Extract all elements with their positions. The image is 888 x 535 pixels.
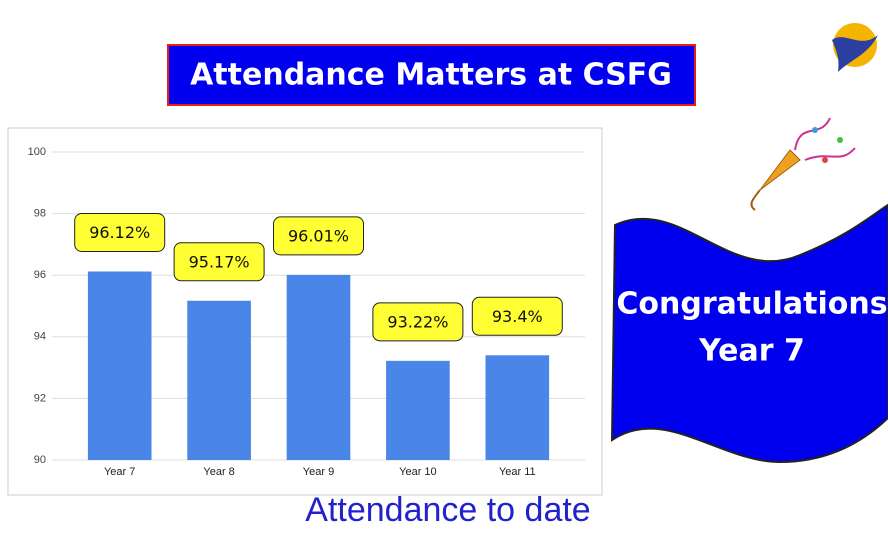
caption: Attendance to date [305, 491, 590, 529]
y-tick-label: 96 [34, 269, 46, 281]
y-tick-label: 90 [34, 454, 46, 466]
x-tick-label: Year 7 [104, 466, 135, 478]
value-label: 93.4% [492, 307, 543, 326]
bar [287, 275, 351, 460]
slide: Attendance Matters at CSFG Congratulatio… [0, 0, 888, 531]
x-tick-label: Year 11 [499, 466, 536, 478]
value-label: 96.01% [288, 226, 349, 245]
value-label: 96.12% [89, 223, 150, 242]
title: Attendance Matters at CSFG [190, 58, 672, 93]
x-tick-label: Year 9 [303, 466, 334, 478]
banner-line: Year 7 [698, 334, 805, 369]
bar [88, 272, 152, 460]
y-tick-label: 98 [34, 208, 46, 220]
value-label: 95.17% [189, 252, 250, 271]
y-tick-label: 92 [34, 392, 46, 404]
bar [386, 361, 450, 460]
y-tick-label: 94 [34, 331, 46, 343]
sun-logo [832, 23, 878, 72]
x-tick-label: Year 8 [203, 466, 234, 478]
banner-line: Congratulations [616, 287, 887, 322]
bar [187, 301, 251, 460]
bar [485, 355, 549, 460]
party-popper [751, 118, 855, 210]
x-tick-label: Year 10 [399, 466, 437, 478]
value-label: 93.22% [387, 312, 448, 331]
y-tick-label: 100 [28, 146, 46, 158]
